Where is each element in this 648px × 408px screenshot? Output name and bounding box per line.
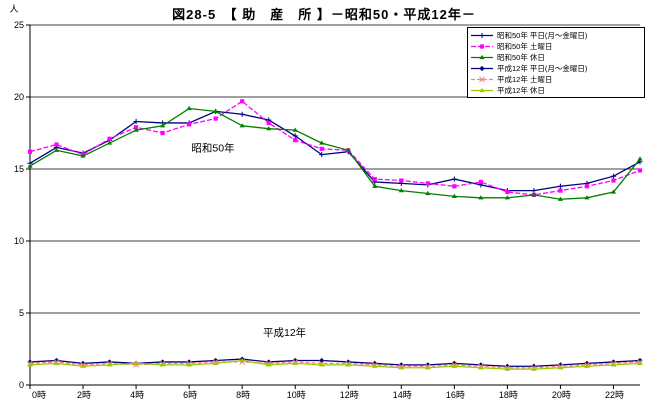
legend-item: 平成12年 平日(月～金曜日) <box>470 63 642 74</box>
svg-text:25: 25 <box>14 20 24 30</box>
legend-swatch-line-icon <box>471 44 493 49</box>
svg-text:0: 0 <box>19 380 24 390</box>
legend-item: 昭和50年 土曜日 <box>470 41 642 52</box>
legend-swatch-line-icon <box>471 32 493 39</box>
svg-text:16時: 16時 <box>446 390 465 400</box>
svg-text:6時: 6時 <box>183 390 197 400</box>
chart-legend: 昭和50年 平日(月～金曜日) 昭和50年 土曜日 昭和50年 休日 平成12年… <box>467 27 645 98</box>
legend-item: 昭和50年 休日 <box>470 52 642 63</box>
svg-text:平成12年: 平成12年 <box>263 326 306 339</box>
legend-item: 昭和50年 平日(月～金曜日) <box>470 30 642 41</box>
svg-text:0時: 0時 <box>32 390 46 400</box>
svg-text:8時: 8時 <box>236 390 250 400</box>
svg-text:18時: 18時 <box>499 390 518 400</box>
legend-swatch-line-icon <box>471 54 493 60</box>
legend-swatch-line-icon <box>471 65 493 72</box>
chart-title: 図28-5 【 助 産 所 】－昭和50・平成12年－ <box>172 7 476 22</box>
svg-text:14時: 14時 <box>393 390 412 400</box>
legend-label: 平成12年 平日(月～金曜日) <box>497 64 588 73</box>
svg-text:5: 5 <box>19 308 24 318</box>
svg-text:20: 20 <box>14 92 24 102</box>
legend-swatch-line-icon <box>471 87 493 93</box>
legend-label: 平成12年 土曜日 <box>497 75 553 84</box>
legend-item: 平成12年 土曜日 <box>470 74 642 85</box>
svg-text:10: 10 <box>14 236 24 246</box>
legend-label: 平成12年 休日 <box>497 86 545 95</box>
svg-text:20時: 20時 <box>552 390 571 400</box>
svg-text:15: 15 <box>14 164 24 174</box>
legend-item: 平成12年 休日 <box>470 85 642 96</box>
svg-text:10時: 10時 <box>287 390 306 400</box>
legend-label: 昭和50年 平日(月～金曜日) <box>497 31 588 40</box>
svg-text:22時: 22時 <box>605 390 624 400</box>
svg-text:人: 人 <box>9 4 18 14</box>
svg-text:2時: 2時 <box>77 390 91 400</box>
svg-text:昭和50年: 昭和50年 <box>191 142 234 155</box>
svg-text:4時: 4時 <box>130 390 144 400</box>
legend-label: 昭和50年 休日 <box>497 53 545 62</box>
svg-text:12時: 12時 <box>340 390 359 400</box>
legend-swatch-line-icon <box>471 76 493 83</box>
legend-label: 昭和50年 土曜日 <box>497 42 553 51</box>
